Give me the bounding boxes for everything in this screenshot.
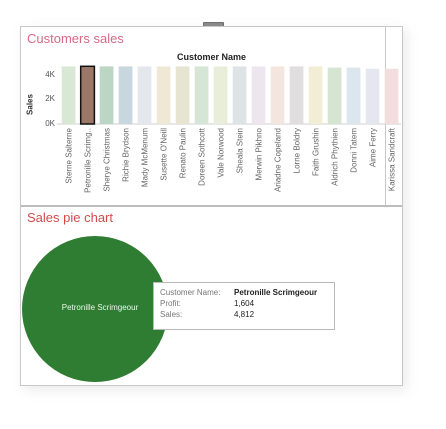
- tooltip-customer-value: Petronille Scrimgeour: [234, 288, 318, 297]
- x-tick-label-13: Faith Grushin: [312, 128, 321, 176]
- bar-chart: Sterne Salterne Petronille Scrimg.. Sherye…: [57, 65, 401, 193]
- x-tick-label-2: Sherye Christmas: [103, 128, 112, 192]
- x-tick-label-17: Karissa Sandcraft: [388, 127, 397, 191]
- bar-14[interactable]: [327, 67, 342, 124]
- x-tick-label-9: Sheala Stein: [236, 128, 245, 173]
- tooltip-sales-key: Sales:: [160, 310, 183, 319]
- x-tick-label-10: Merwin Pikhno: [255, 127, 264, 180]
- bar-1[interactable]: [79, 65, 96, 125]
- pie-chart: [22, 236, 168, 382]
- tooltip-sales-value: 4,812: [234, 310, 255, 319]
- x-tick-label-0: Sterne Salterne: [65, 127, 74, 183]
- x-tick-label-5: Susette O'Neill: [160, 128, 169, 181]
- y-tick-2k: 2K: [45, 94, 55, 103]
- tooltip-customer-key: Customer Name:: [160, 288, 221, 297]
- bar-3[interactable]: [118, 66, 133, 124]
- bar-6[interactable]: [175, 66, 190, 124]
- x-tick-label-11: Ariadne Copeland: [274, 128, 283, 192]
- bar-17[interactable]: [384, 68, 399, 124]
- bar-12[interactable]: [289, 66, 304, 124]
- x-tick-label-15: Donni Tatem: [350, 128, 359, 173]
- x-tick-label-7: Doreen Sothcott: [198, 127, 207, 186]
- x-tick-label-12: Lorne Boldry: [293, 128, 302, 173]
- bar-2[interactable]: [99, 66, 114, 124]
- bar-13[interactable]: [308, 66, 323, 124]
- sales-pie-chart-title: Sales pie chart: [27, 210, 113, 225]
- x-tick-label-4: Mady McMenum: [141, 128, 150, 187]
- x-tick-label-14: Aldrich Phythien: [331, 128, 340, 186]
- section-divider: [21, 205, 402, 207]
- bar-11[interactable]: [270, 66, 285, 124]
- tooltip-profit-value: 1,604: [234, 299, 255, 308]
- pie-slice-petronille[interactable]: [22, 236, 168, 382]
- customers-sales-title: Customers sales: [27, 31, 124, 46]
- bar-9[interactable]: [232, 66, 247, 124]
- bar-4[interactable]: [137, 66, 152, 124]
- x-tick-label-1: Petronille Scrimg..: [84, 128, 93, 193]
- y-tick-0k: 0K: [45, 119, 55, 128]
- pie-slice-label: Petronille Scrimgeour: [61, 303, 139, 312]
- bar-10[interactable]: [251, 66, 266, 124]
- bar-0[interactable]: [61, 66, 76, 124]
- x-axis-header: Customer Name: [176, 52, 247, 62]
- x-tick-label-8: Vale Norwood: [217, 128, 226, 178]
- x-tick-label-3: Richie Brydson: [122, 128, 131, 182]
- bar-15[interactable]: [346, 67, 361, 124]
- x-tick-label-16: Aime Ferry: [369, 128, 378, 167]
- y-tick-4k: 4K: [45, 70, 55, 79]
- tooltip-profit-key: Profit:: [160, 299, 181, 308]
- tooltip: Customer Name: Petronille Scrimgeour Pro…: [153, 282, 335, 330]
- bar-16[interactable]: [365, 68, 380, 124]
- dashboard-frame: Customers sales Customer Name Sales 4K 2…: [20, 26, 403, 386]
- x-tick-label-6: Renato Paulin: [179, 128, 188, 178]
- bar-8[interactable]: [213, 66, 228, 124]
- bar-5[interactable]: [156, 66, 171, 124]
- bar-7[interactable]: [194, 66, 209, 124]
